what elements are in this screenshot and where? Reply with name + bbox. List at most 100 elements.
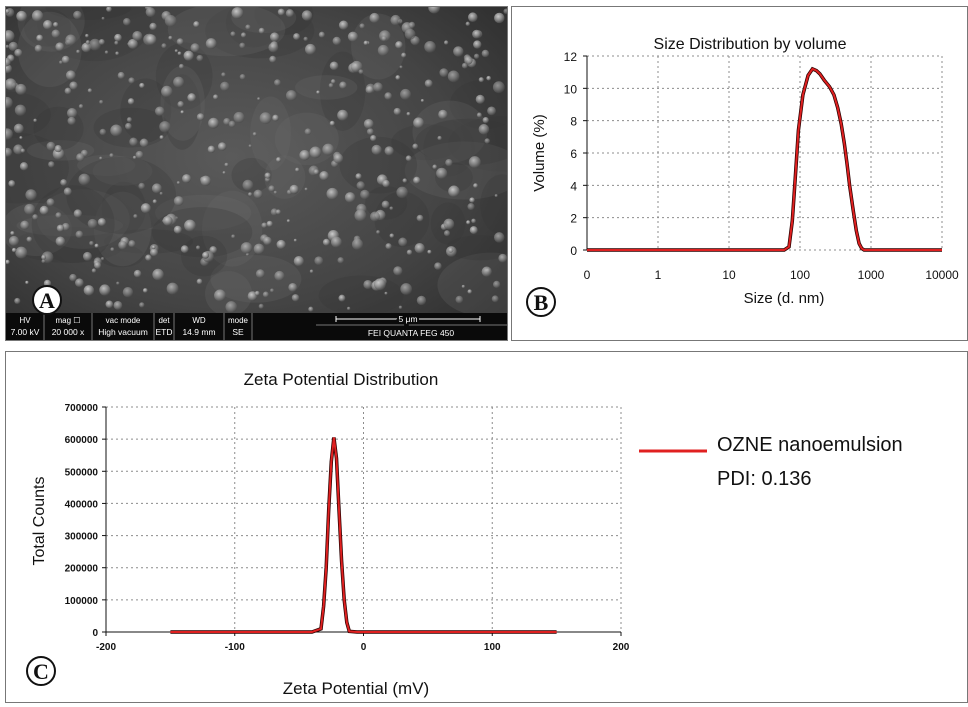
sem-particle bbox=[118, 240, 127, 250]
sem-particle bbox=[291, 294, 300, 302]
sem-particle bbox=[61, 55, 70, 64]
sem-particle bbox=[373, 82, 383, 92]
sem-particle bbox=[376, 230, 380, 234]
y-tick-label: 0 bbox=[570, 244, 577, 258]
x-tick-label: -200 bbox=[96, 642, 116, 653]
sem-particle bbox=[486, 75, 492, 81]
sem-particle bbox=[180, 245, 189, 254]
sem-particle bbox=[339, 81, 347, 89]
sem-particle bbox=[358, 69, 364, 75]
sem-particle bbox=[448, 185, 460, 198]
sem-particle bbox=[78, 104, 84, 109]
sem-particle bbox=[125, 122, 132, 130]
sem-particle bbox=[389, 206, 394, 211]
sem-particle bbox=[114, 33, 122, 42]
sem-particle bbox=[461, 284, 465, 289]
sem-particle bbox=[63, 187, 72, 196]
sem-particle bbox=[132, 155, 137, 160]
sem-particle bbox=[413, 117, 424, 129]
zeta-potential-chart: Zeta Potential Distribution Total Counts… bbox=[31, 370, 903, 698]
sem-particle bbox=[184, 219, 196, 232]
sem-particle bbox=[248, 144, 252, 148]
sem-particle bbox=[202, 251, 210, 259]
y-tick-label: 100000 bbox=[65, 596, 99, 607]
sem-particle bbox=[20, 220, 30, 230]
sem-particle bbox=[139, 82, 145, 89]
sem-patch bbox=[318, 275, 404, 316]
sem-particle bbox=[366, 128, 374, 136]
sem-particle bbox=[438, 109, 448, 120]
sem-patch bbox=[295, 75, 358, 100]
sem-particle bbox=[363, 40, 369, 46]
sem-particle bbox=[4, 8, 10, 14]
sem-particle bbox=[330, 79, 336, 84]
sem-particle bbox=[416, 295, 427, 306]
sem-particle bbox=[493, 232, 505, 243]
sem-particle bbox=[48, 161, 55, 168]
sem-particle bbox=[177, 101, 184, 108]
sem-particle bbox=[145, 254, 152, 261]
sem-particle bbox=[399, 65, 403, 69]
sem-particle bbox=[359, 23, 365, 29]
sem-particle bbox=[390, 14, 401, 26]
sem-patch bbox=[412, 100, 488, 163]
sem-particle bbox=[46, 198, 55, 207]
sem-particle bbox=[69, 81, 78, 90]
sem-particle bbox=[288, 282, 298, 292]
sem-patch bbox=[274, 112, 339, 166]
sem-particle bbox=[208, 117, 219, 129]
sem-particle bbox=[350, 60, 363, 73]
chart-b-series bbox=[587, 66, 942, 252]
sem-particle bbox=[261, 222, 268, 229]
sem-particle bbox=[168, 35, 173, 40]
sem-particle bbox=[51, 29, 61, 39]
sem-patch bbox=[205, 271, 253, 317]
sem-particle bbox=[373, 278, 386, 291]
sem-particle bbox=[162, 215, 173, 226]
sem-particle bbox=[484, 138, 490, 144]
sem-particle bbox=[384, 291, 388, 295]
sem-particle bbox=[46, 141, 56, 151]
sem-particle bbox=[69, 273, 77, 282]
sem-particle bbox=[224, 162, 229, 167]
sem-particle bbox=[275, 209, 281, 215]
sem-particle bbox=[60, 179, 67, 186]
sem-patch bbox=[17, 11, 82, 88]
y-tick-label: 2 bbox=[570, 212, 577, 226]
sem-particle bbox=[242, 179, 254, 191]
sem-particle bbox=[104, 50, 109, 55]
sem-particle bbox=[25, 280, 29, 285]
sem-info-bar: HV 7.00 kV mag ☐ 20 000 x vac mode High vacuu… bbox=[6, 312, 507, 340]
sem-particle bbox=[304, 43, 316, 55]
sem-particle bbox=[133, 214, 138, 219]
sem-particle bbox=[14, 48, 23, 57]
sem-particle bbox=[177, 51, 182, 56]
sem-patch bbox=[93, 107, 170, 148]
legend-pdi: PDI: 0.136 bbox=[717, 468, 812, 490]
sem-particle bbox=[309, 146, 322, 159]
sem-particle bbox=[99, 284, 111, 296]
sem-particle bbox=[472, 29, 481, 39]
scale-bar-label: 5 μm bbox=[398, 314, 417, 324]
sem-particle bbox=[363, 118, 374, 129]
sem-particle bbox=[132, 30, 143, 41]
sem-particle bbox=[5, 259, 10, 265]
sem-particle bbox=[381, 200, 390, 209]
panel-a-label: A bbox=[32, 285, 62, 315]
sem-particle bbox=[154, 106, 165, 117]
sem-particle bbox=[401, 52, 407, 58]
sem-particle bbox=[424, 79, 433, 88]
sem-particle bbox=[274, 270, 285, 282]
sem-particle bbox=[258, 27, 265, 34]
sem-particle bbox=[76, 153, 85, 162]
sem-particle bbox=[183, 50, 194, 61]
sem-particle bbox=[443, 230, 451, 237]
sem-particle bbox=[99, 128, 107, 136]
sem-patch bbox=[254, 0, 314, 35]
legend-series-label: OZNE nanoemulsion bbox=[717, 434, 903, 456]
chart-c-title: Zeta Potential Distribution bbox=[244, 370, 439, 389]
sem-particle bbox=[75, 230, 84, 239]
chart-c-xlabel: Zeta Potential (mV) bbox=[283, 679, 429, 698]
sem-particle bbox=[196, 278, 203, 285]
sem-particle bbox=[98, 38, 105, 45]
